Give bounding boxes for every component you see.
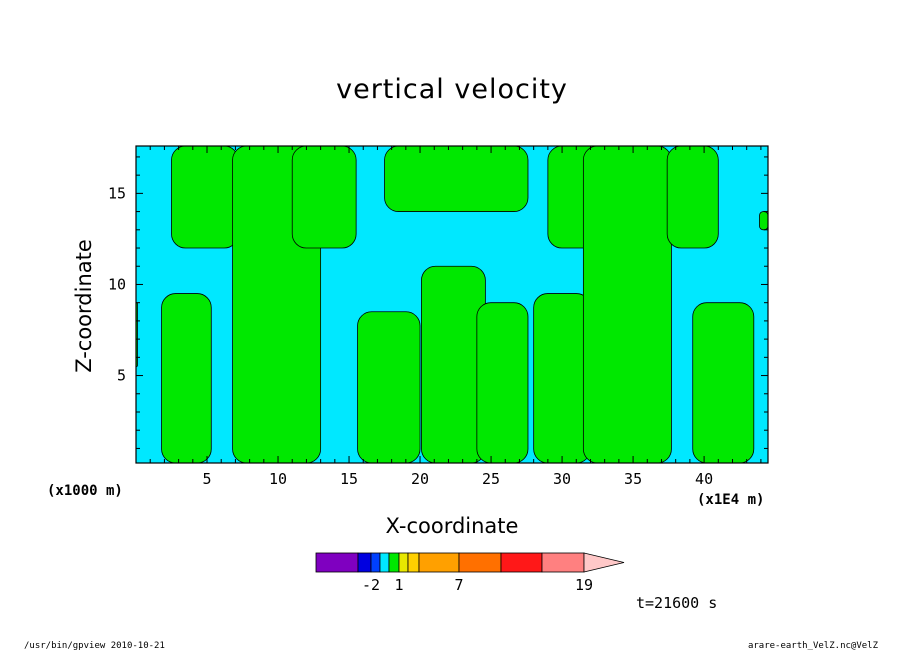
x-tick-label: 35	[624, 470, 642, 488]
contour-region-1	[161, 293, 212, 464]
x-tick-label: 30	[553, 470, 571, 488]
colorbar-segment	[315, 552, 359, 573]
colorbar-label: 19	[575, 576, 593, 594]
contour-region-12	[666, 145, 719, 249]
colorbar-segment	[500, 552, 543, 573]
colorbar-label: 7	[454, 576, 463, 594]
x-axis-label: X-coordinate	[385, 514, 519, 538]
contour-region-8	[476, 302, 529, 464]
footer-program-date: /usr/bin/gpview 2010-10-21	[24, 641, 165, 651]
colorbar-segment	[379, 552, 390, 573]
colorbar-label: 1	[394, 576, 403, 594]
footer-file-variable: arare-earth_VelZ.nc@VelZ	[747, 641, 878, 651]
x-tick-label: 5	[202, 470, 211, 488]
x-tick-label: 10	[269, 470, 287, 488]
colorbar-segment	[370, 552, 381, 573]
contour-region-9	[533, 293, 591, 464]
contour-region-4	[291, 145, 357, 249]
contour-region-14	[759, 211, 769, 231]
contour-region-6	[384, 145, 529, 212]
x-tick-label: 15	[340, 470, 358, 488]
contour-region-7	[421, 265, 486, 464]
plot-frame	[135, 145, 769, 464]
colorbar-arrow	[583, 552, 625, 573]
x-tick-label: 20	[411, 470, 429, 488]
colorbar-segment	[458, 552, 502, 573]
colorbar-segment	[398, 552, 409, 573]
contour-region-13	[692, 302, 755, 464]
x-tick-label: 25	[482, 470, 500, 488]
contour-region-5	[357, 311, 421, 464]
y-tick-label: 5	[117, 367, 126, 385]
colorbar-segment	[407, 552, 420, 573]
colorbar-segment	[388, 552, 400, 573]
contour-region-11	[582, 145, 672, 464]
time-label: t=21600 s	[636, 594, 718, 612]
colorbar-segment	[357, 552, 372, 573]
chart-title: vertical velocity	[336, 74, 568, 105]
y-tick-label: 10	[108, 275, 126, 293]
x-scale-label: (x1E4 m)	[697, 492, 765, 508]
colorbar-segment	[418, 552, 460, 573]
colorbar-label: -2	[362, 576, 380, 594]
x-unit-label: (x1000 m)	[47, 483, 123, 499]
x-tick-label: 40	[695, 470, 713, 488]
contour-region-2	[171, 145, 239, 249]
colorbar-segment	[541, 552, 585, 573]
y-tick-label: 15	[108, 184, 126, 202]
